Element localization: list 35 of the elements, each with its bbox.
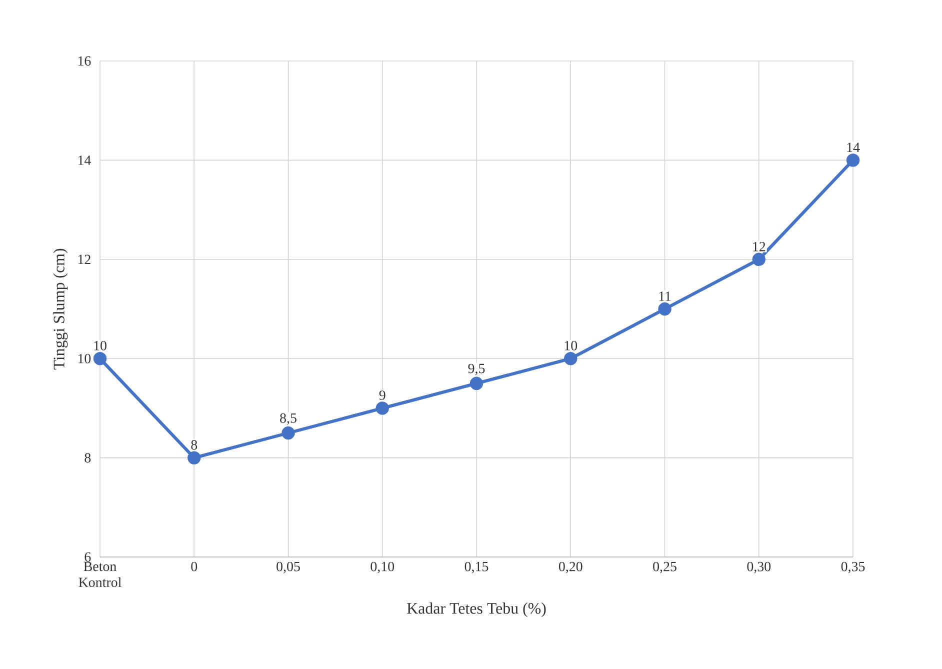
data-label: 11: [659, 292, 671, 301]
data-label: 9,5: [468, 364, 485, 376]
point: [658, 302, 672, 316]
x-tick-label: Beton Kontrol: [78, 562, 122, 588]
y-tick-label: 14: [78, 156, 91, 165]
point: [282, 426, 295, 440]
data-label: 10: [94, 340, 106, 350]
y-tick-label: 8: [84, 453, 91, 463]
x-tick-label: 0,05: [276, 562, 300, 574]
point: [470, 376, 484, 390]
data-label: 14: [847, 142, 860, 152]
x-tick-label: 0: [191, 562, 198, 572]
data-label: 9: [379, 390, 386, 400]
x-tick-label: 0,15: [464, 562, 488, 574]
y-axis-title: Tinggi Slump (cm): [53, 248, 68, 370]
point: [376, 402, 389, 415]
x-tick-label: 0,25: [653, 562, 676, 574]
x-tick-label: 0,30: [747, 562, 771, 574]
y-tick-label: 6: [84, 552, 91, 562]
point: [564, 352, 578, 366]
point: [752, 252, 766, 266]
point: [846, 154, 860, 167]
data-label: 8,5: [280, 413, 296, 425]
data-label: 12: [753, 242, 766, 252]
point: [188, 451, 201, 464]
y-tick-label: 12: [78, 254, 90, 264]
data-label: 8: [191, 440, 198, 450]
y-tick-label: 10: [78, 354, 91, 364]
x-tick-label: 0,20: [558, 562, 582, 574]
x-axis-title: Kadar Tetes Tebu (%): [407, 602, 546, 618]
point: [93, 352, 107, 366]
x-tick-label: 0,35: [841, 562, 865, 574]
y-tick-label: 16: [78, 56, 91, 66]
x-tick-label: 0,10: [370, 562, 394, 574]
data-label: 10: [564, 340, 578, 350]
